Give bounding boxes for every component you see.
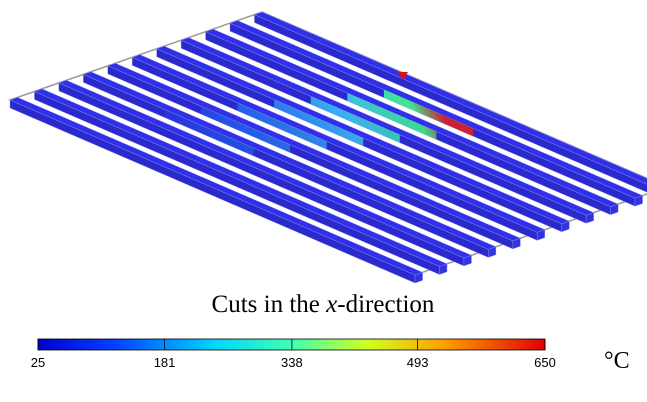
colorbar-tick-label: 25 <box>31 355 45 370</box>
caption: Cuts in the x-direction <box>212 291 435 318</box>
caption-text: -direction <box>337 291 435 318</box>
unit: °C <box>604 348 630 374</box>
colorbar-tick-label: 338 <box>281 355 303 370</box>
figure: Cuts in the x-direction 25 181 338 493 650 °… <box>0 0 647 402</box>
plate <box>10 12 647 283</box>
colorbar-tick-label: 493 <box>407 355 429 370</box>
colorbar-tick-label: 650 <box>534 355 556 370</box>
colorbar-tick-label: 181 <box>154 355 176 370</box>
caption-variable: x <box>325 291 337 318</box>
colorbar <box>38 339 545 350</box>
caption-text: Cuts in the <box>212 291 327 318</box>
